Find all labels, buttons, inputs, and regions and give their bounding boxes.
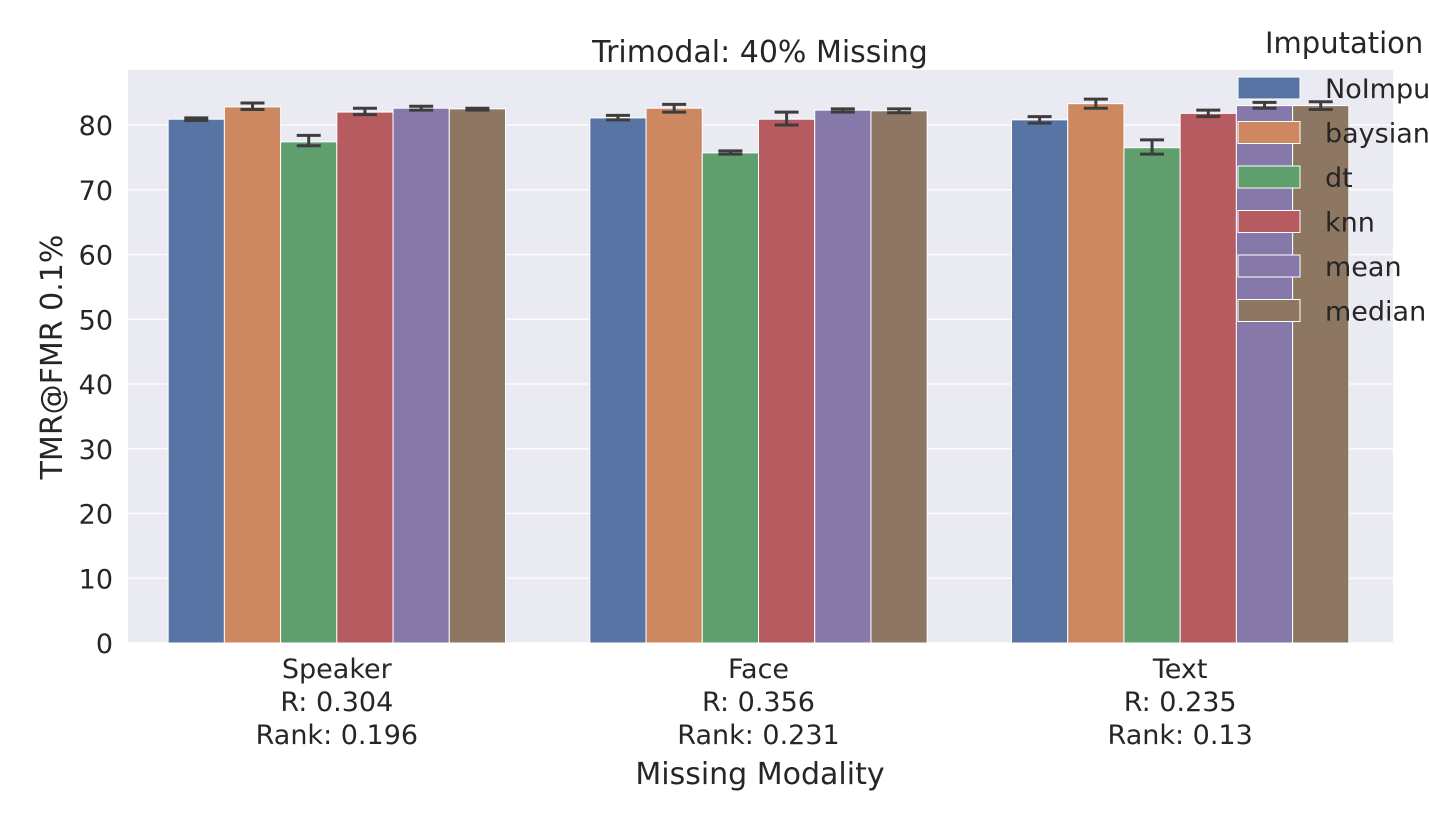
bar [701, 152, 759, 644]
y-tick-label: 10 [79, 564, 113, 595]
legend-swatch [1237, 299, 1301, 322]
bar [1123, 147, 1181, 644]
x-tick-label: R: 0.356 [702, 687, 815, 718]
bar [758, 118, 816, 644]
bar [280, 141, 338, 644]
legend-label: mean [1325, 252, 1402, 283]
y-tick-label: 0 [96, 629, 113, 660]
x-tick-label: R: 0.304 [280, 687, 393, 718]
y-tick-label: 30 [79, 435, 113, 466]
bar [1179, 112, 1237, 644]
y-tick-label: 40 [79, 370, 113, 401]
y-tick-label: 50 [79, 305, 113, 336]
bar [1011, 119, 1069, 644]
y-tick-label: 20 [79, 500, 113, 531]
bar [589, 117, 647, 644]
legend: Imputation NoImputation baysian dt knn mean m… [1237, 26, 1429, 328]
x-tick-label: Face [728, 654, 789, 685]
chart-title: Trimodal: 40% Missing [591, 35, 928, 70]
legend-swatch [1237, 210, 1301, 233]
error-bars [184, 97, 1333, 156]
y-axis-label: TMR@FMR 0.1% [35, 235, 70, 481]
bar [1235, 105, 1294, 644]
y-tick-labels: 0 10 20 30 40 50 60 70 80 [79, 111, 113, 660]
x-tick-label: Rank: 0.13 [1108, 720, 1253, 751]
y-tick-label: 80 [79, 111, 113, 142]
bar [223, 106, 282, 644]
x-tick-label: Speaker [282, 654, 393, 685]
bar [870, 110, 928, 644]
x-axis-label: Missing Modality [635, 757, 884, 792]
legend-label: NoImputation [1325, 74, 1429, 105]
bars [167, 103, 1350, 644]
y-tick-label: 70 [79, 176, 113, 207]
legend-label: dt [1325, 163, 1353, 194]
x-tick-label: R: 0.235 [1124, 687, 1237, 718]
legend-swatch [1237, 121, 1301, 144]
x-tick-label: Text [1152, 654, 1208, 685]
bar [1292, 105, 1350, 644]
x-tick-label: Rank: 0.231 [677, 720, 839, 751]
legend-label: baysian [1325, 119, 1429, 150]
bar [645, 107, 703, 644]
legend-label: median [1325, 297, 1426, 328]
legend-title: Imputation [1265, 26, 1423, 60]
legend-label: knn [1325, 208, 1375, 239]
y-tick-label: 60 [79, 241, 113, 272]
bar [1067, 103, 1125, 644]
x-tick-label: Rank: 0.196 [256, 720, 418, 751]
legend-swatch [1237, 165, 1301, 189]
bar [167, 118, 225, 644]
legend-swatch [1237, 76, 1301, 100]
bar [392, 107, 450, 644]
bar [336, 111, 394, 644]
bar [448, 108, 506, 644]
bar [814, 109, 872, 644]
legend-swatch [1237, 254, 1301, 278]
